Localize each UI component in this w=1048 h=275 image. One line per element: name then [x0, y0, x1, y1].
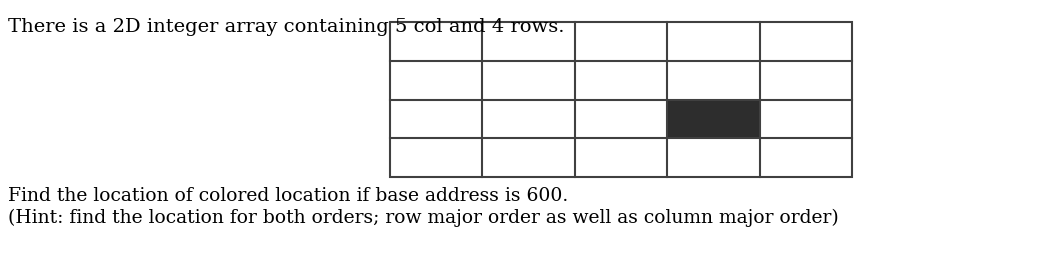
Text: (Hint: find the location for both orders; row major order as well as column majo: (Hint: find the location for both orders…	[8, 209, 838, 227]
Text: Find the location of colored location if base address is 600.: Find the location of colored location if…	[8, 187, 568, 205]
Bar	[668, 100, 760, 138]
Text: There is a 2D integer array containing 5 col and 4 rows.: There is a 2D integer array containing 5…	[8, 18, 565, 36]
Bar	[390, 22, 852, 177]
